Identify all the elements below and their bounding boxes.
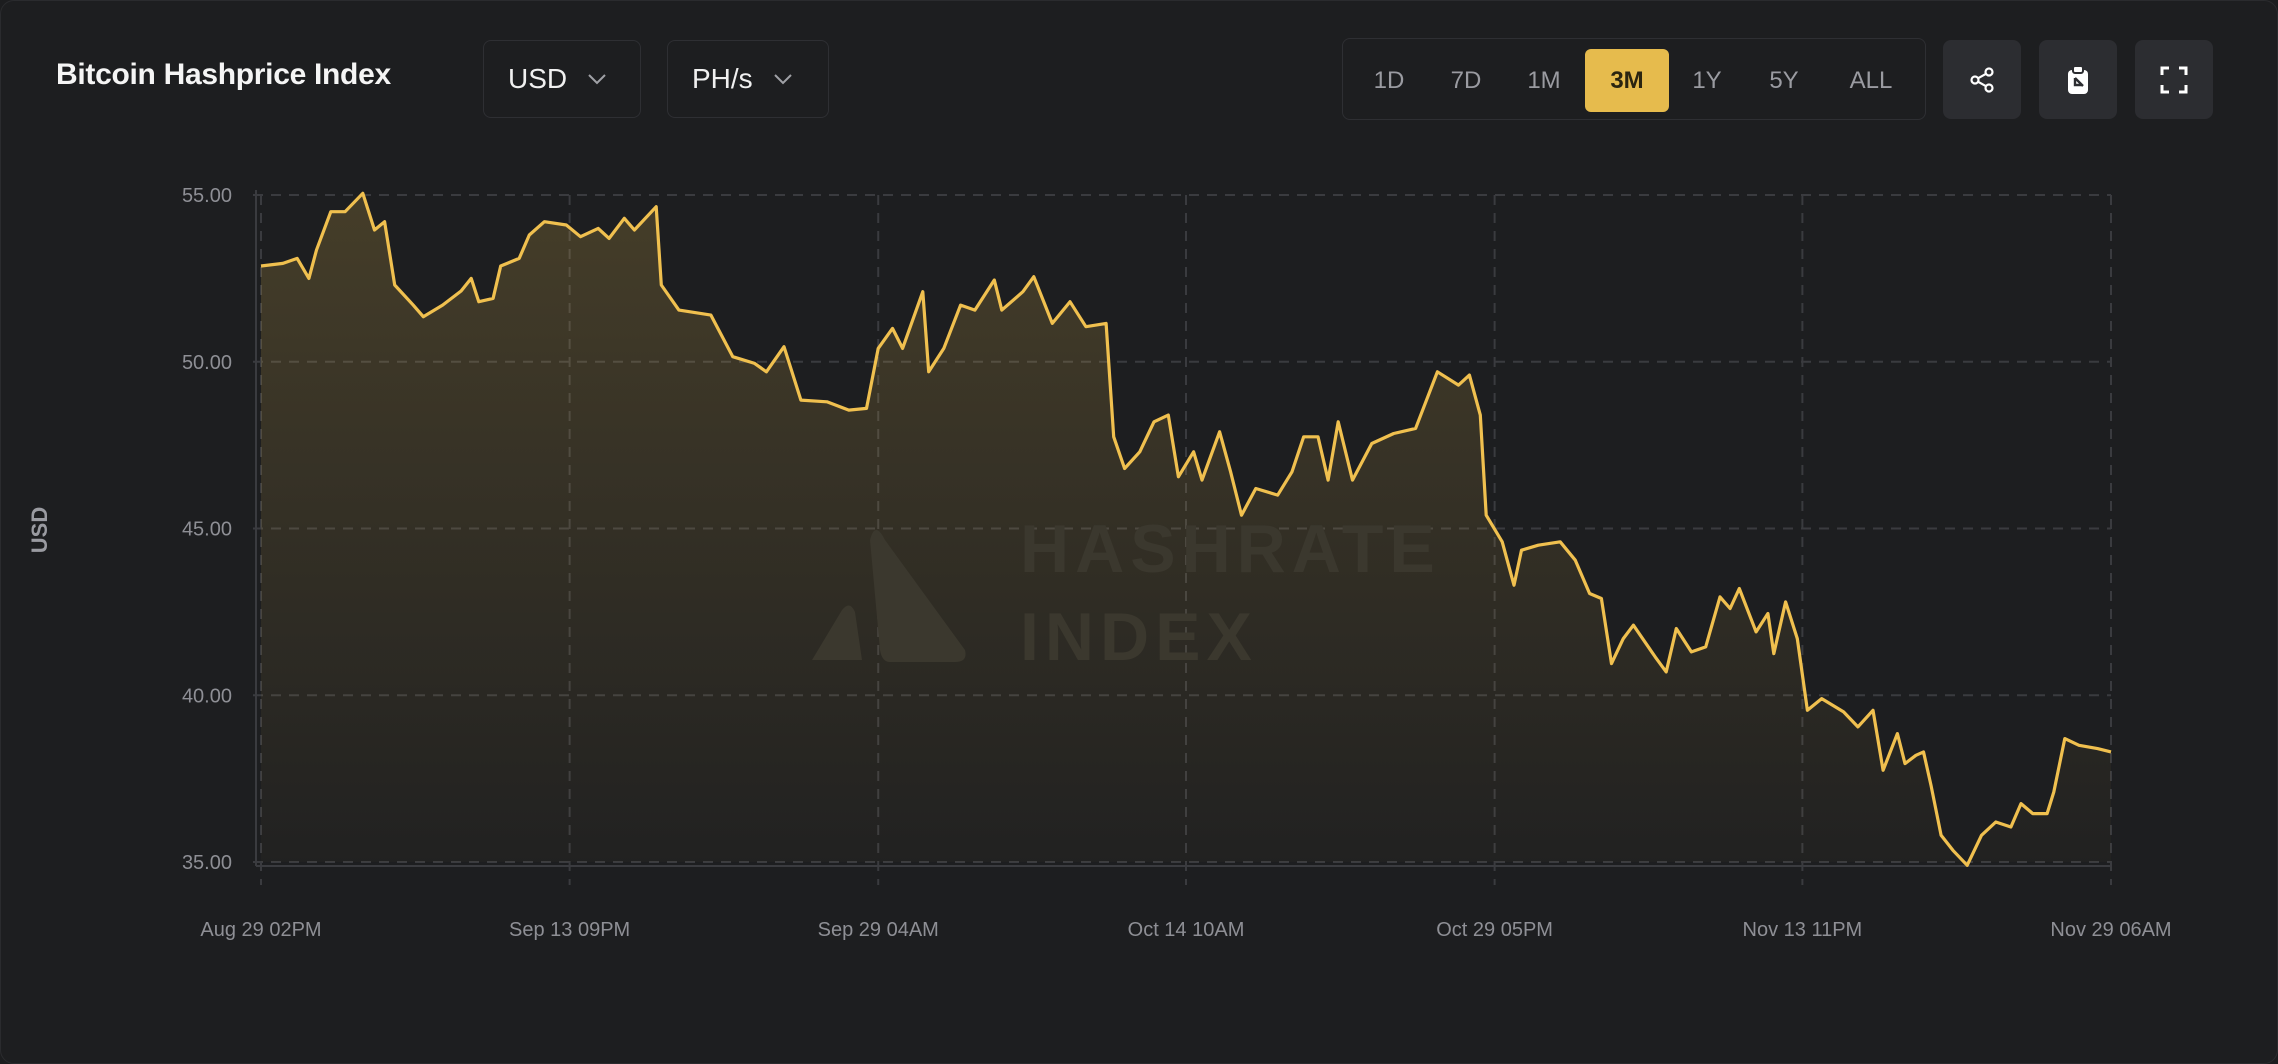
x-tick-label: Nov 13 11PM [1743, 919, 1863, 941]
chevron-down-icon [773, 74, 792, 85]
chart-title: Bitcoin Hashprice Index [56, 58, 391, 91]
x-tick-label: Oct 14 10AM [1128, 919, 1245, 941]
fullscreen-button[interactable] [2135, 40, 2213, 119]
watermark-line2: INDEX [1020, 599, 1258, 675]
range-1y-button[interactable]: 1Y [1692, 66, 1722, 94]
x-tick-label: Sep 29 04AM [818, 919, 939, 941]
currency-dropdown-value: USD [508, 63, 568, 94]
share-button[interactable] [1943, 40, 2021, 119]
series-line [260, 191, 2112, 867]
range-7d-button[interactable]: 7D [1450, 66, 1482, 94]
fullscreen-icon [2160, 66, 2188, 93]
copy-button[interactable] [2039, 40, 2117, 119]
y-tick-label: 45.00 [182, 519, 232, 541]
time-range-selector: 1D 7D 1M 3M 1Y 5Y ALL [1342, 38, 1926, 120]
y-tick-label: 35.00 [182, 852, 232, 874]
range-1m-button[interactable]: 1M [1527, 66, 1561, 94]
share-icon [1970, 66, 1994, 93]
x-tick-label: Oct 29 05PM [1436, 919, 1553, 941]
unit-dropdown-value: PH/s [692, 63, 753, 94]
chevron-down-icon [588, 74, 606, 85]
x-tick-label: Aug 29 02PM [200, 919, 321, 941]
watermark: HASHRATE INDEX [812, 511, 1441, 675]
area-fill [261, 193, 2111, 866]
x-tick-label: Sep 13 09PM [509, 919, 630, 941]
x-tick-label: Nov 29 06AM [2050, 919, 2171, 941]
clipboard-icon [2068, 64, 2088, 94]
range-3m-button[interactable]: 3M [1585, 49, 1669, 112]
range-all-button[interactable]: ALL [1849, 66, 1893, 94]
y-tick-label: 50.00 [182, 352, 232, 374]
watermark-line1: HASHRATE [1020, 511, 1441, 587]
y-tick-label: 40.00 [182, 685, 232, 707]
y-tick-label: 55.00 [182, 185, 232, 207]
unit-dropdown[interactable]: PH/s [667, 40, 829, 118]
hashrate-index-logo [812, 530, 966, 662]
range-5y-button[interactable]: 5Y [1769, 66, 1799, 94]
range-1d-button[interactable]: 1D [1373, 66, 1405, 94]
currency-dropdown[interactable]: USD [483, 40, 641, 118]
